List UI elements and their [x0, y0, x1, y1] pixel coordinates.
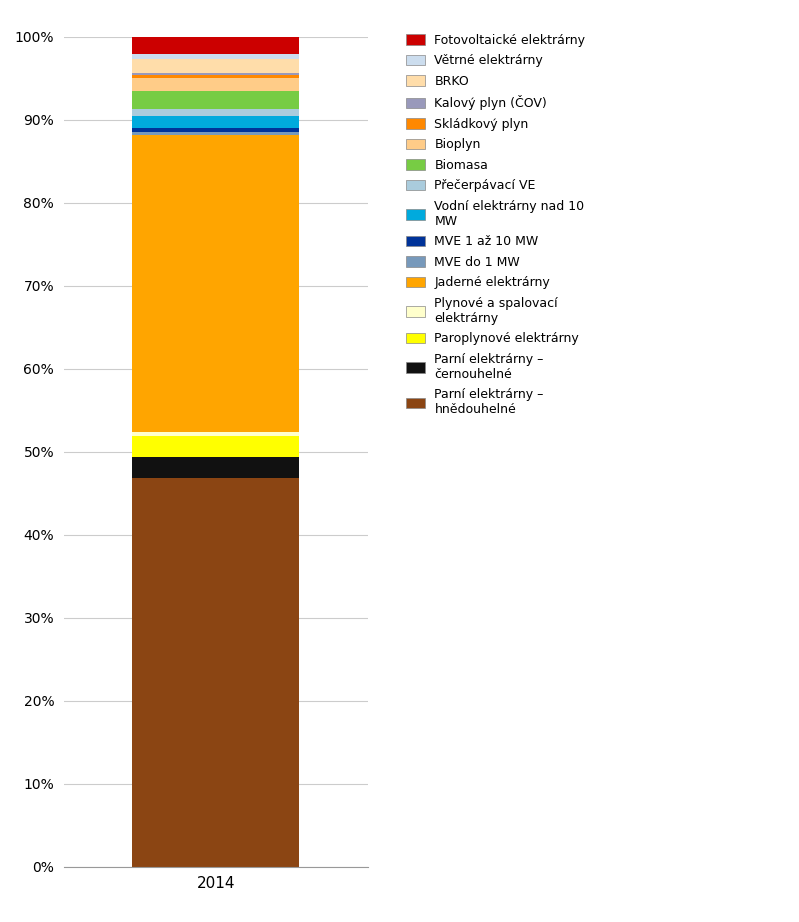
- Bar: [133, 37, 299, 53]
- Bar: [133, 76, 299, 77]
- Bar: [133, 116, 299, 128]
- Bar: [133, 53, 299, 59]
- Bar: [133, 128, 299, 132]
- Bar: [133, 436, 299, 457]
- Bar: [133, 77, 299, 91]
- Bar: [133, 457, 299, 479]
- Bar: [133, 479, 299, 867]
- Bar: [133, 73, 299, 76]
- Bar: [133, 91, 299, 110]
- Bar: [133, 59, 299, 73]
- Bar: [133, 132, 299, 136]
- Bar: [133, 432, 299, 436]
- Bar: [133, 136, 299, 432]
- Bar: [133, 110, 299, 116]
- Legend: Fotovoltaické elektrárny, Větrné elektrárny, BRKO, Kalový plyn (ČOV), Skládkový : Fotovoltaické elektrárny, Větrné elektrá…: [406, 34, 586, 417]
